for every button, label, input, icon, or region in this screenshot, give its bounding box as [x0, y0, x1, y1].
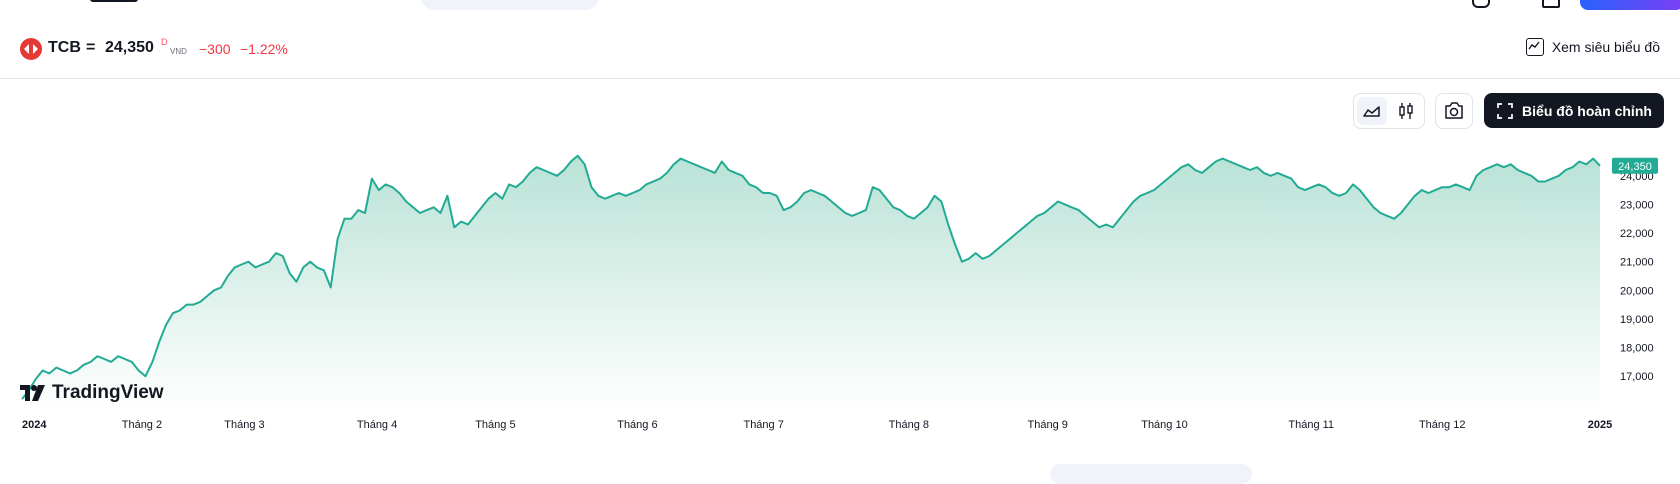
menu-icon[interactable] — [1542, 0, 1560, 8]
search-box-cropped[interactable] — [420, 0, 600, 10]
supercharts-label: Xem siêu biểu đồ — [1551, 39, 1660, 55]
x-tick-label: Tháng 3 — [224, 419, 264, 431]
last-price-label-bg — [1612, 157, 1658, 174]
symbol-heading-cropped — [90, 0, 138, 2]
area-chart-button[interactable] — [1357, 97, 1387, 125]
full-chart-label: Biểu đồ hoàn chỉnh — [1522, 102, 1652, 119]
top-bar-cropped — [0, 0, 1680, 12]
price-chart[interactable]: 17,000 18,000 19,000 20,000 21,000 22,000 23,0… — [0, 140, 1680, 440]
last-price-label: 24,350 — [1618, 161, 1652, 173]
ticker-symbol[interactable]: TCB — [48, 39, 81, 56]
y-tick-label: 23,000 — [1620, 199, 1654, 211]
x-tick-label: Tháng 5 — [475, 419, 515, 431]
x-tick-label: Tháng 10 — [1141, 419, 1187, 431]
x-tick-label: Tháng 6 — [617, 419, 657, 431]
header-divider — [0, 78, 1680, 79]
equals-sign: = — [86, 39, 96, 56]
price-change-percent: −1.22% — [240, 41, 288, 57]
x-tick-label: Tháng 11 — [1288, 419, 1334, 431]
y-tick-label: 21,000 — [1620, 257, 1654, 269]
x-tick-label: Tháng 8 — [889, 419, 929, 431]
x-tick-label: 2025 — [1588, 419, 1612, 431]
bottom-pill-cropped — [1050, 464, 1252, 484]
price-line — [21, 154, 1601, 400]
tcb-logo-icon — [20, 38, 42, 60]
candles-button[interactable] — [1391, 97, 1421, 125]
x-tick-label: Tháng 4 — [357, 419, 397, 431]
price-change: −300 — [199, 41, 231, 57]
candles-icon — [1399, 103, 1413, 119]
chart-toolbar: Biểu đồ hoàn chỉnh — [0, 93, 1680, 129]
price-superscript: D — [161, 37, 168, 47]
x-tick-label: Tháng 12 — [1419, 419, 1465, 431]
x-tick-label: Tháng 2 — [122, 419, 162, 431]
last-price: 24,350 — [105, 39, 154, 56]
tradingview-logo-text: TradingView — [52, 382, 164, 403]
get-started-button[interactable] — [1580, 0, 1680, 10]
y-tick-label: 22,000 — [1620, 228, 1654, 240]
x-tick-label: 2024 — [22, 419, 47, 431]
chart-line-icon — [1525, 38, 1544, 56]
tradingview-logo[interactable]: TradingView — [20, 382, 164, 404]
currency-label: VND — [170, 47, 187, 56]
view-supercharts-link[interactable]: Xem siêu biểu đồ — [1525, 38, 1660, 56]
x-tick-label: Tháng 7 — [743, 419, 783, 431]
y-tick-label: 19,000 — [1620, 314, 1654, 326]
y-tick-label: 17,000 — [1620, 371, 1654, 383]
fullscreen-icon — [1497, 102, 1513, 119]
symbol-header: TCB = 24,350 D VND −300 −1.22% Xem siêu … — [0, 28, 1680, 72]
y-tick-label: 24,000 — [1620, 171, 1654, 183]
y-tick-label: 20,000 — [1620, 285, 1654, 297]
price-area-fill — [22, 155, 1600, 408]
theme-icon[interactable] — [1472, 0, 1490, 8]
x-tick-label: Tháng 9 — [1028, 419, 1068, 431]
tradingview-logo-icon — [20, 385, 45, 401]
camera-icon — [1445, 102, 1463, 119]
snapshot-button[interactable] — [1435, 93, 1473, 129]
chart-type-toggle — [1353, 93, 1425, 129]
full-chart-button[interactable]: Biểu đồ hoàn chỉnh — [1484, 93, 1664, 128]
area-chart-icon — [1363, 106, 1380, 117]
y-tick-label: 18,000 — [1620, 343, 1654, 355]
